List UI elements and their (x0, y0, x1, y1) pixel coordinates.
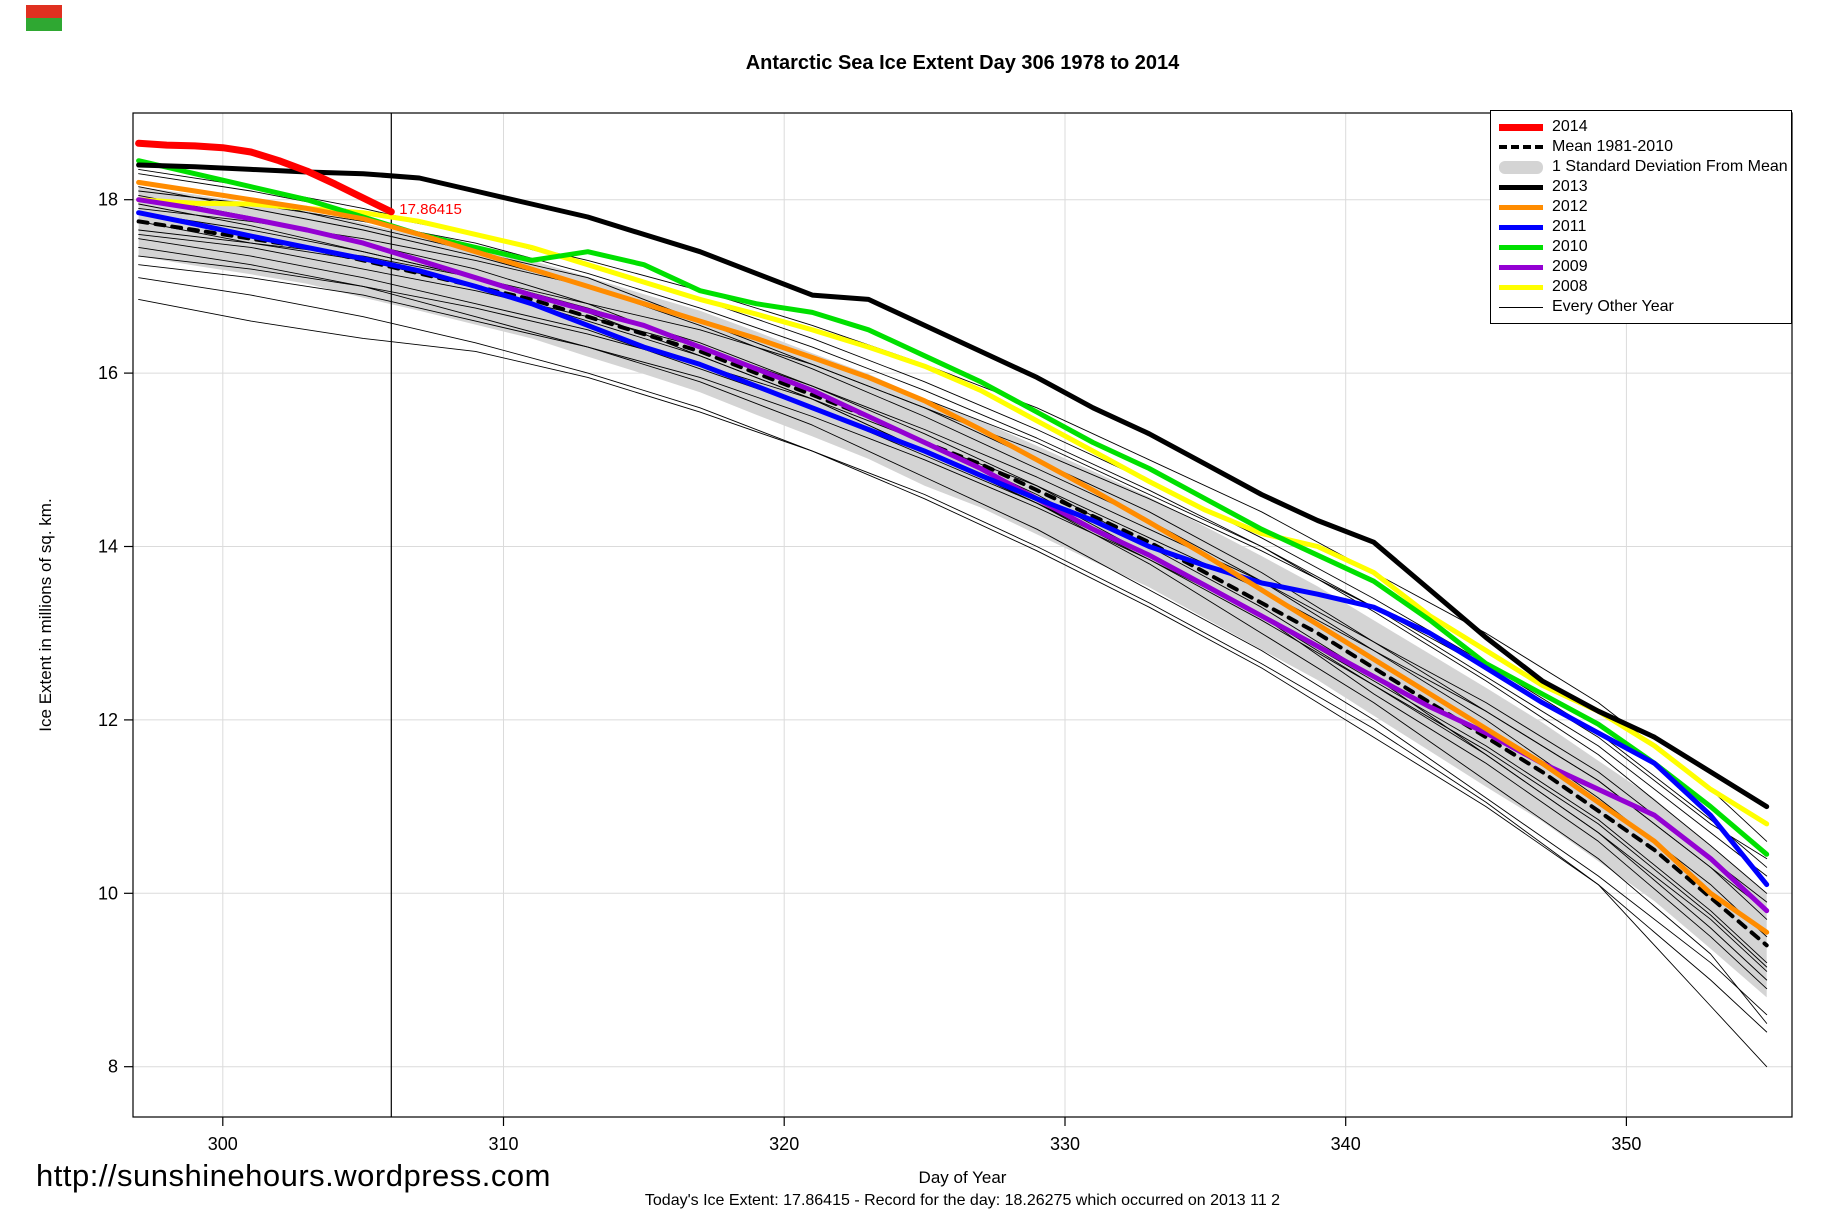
series-2011-line (136, 210, 1770, 888)
line-swatch-icon (1499, 123, 1543, 131)
legend-label: Every Other Year (1552, 298, 1674, 315)
legend-item-1-standard-deviation-from-mean: 1 Standard Deviation From Mean (1499, 157, 1791, 177)
other-year-line-12 (138, 212, 1768, 981)
line-swatch-icon (1499, 145, 1543, 149)
x-tick-label: 310 (488, 1134, 518, 1154)
legend-item-mean-1981-2010: Mean 1981-2010 (1499, 137, 1791, 157)
line-swatch-icon (1499, 284, 1543, 290)
y-axis-label: Ice Extent in millions of sq. km. (36, 498, 55, 732)
band-swatch-icon (1499, 160, 1543, 174)
series-2009-line (136, 197, 1770, 914)
series-2013-line (136, 162, 1770, 810)
line-swatch-icon (1499, 224, 1543, 230)
y-tick-label: 18 (98, 190, 118, 210)
current-value-annotation: 17.86415 (399, 201, 462, 219)
legend-item-2012: 2012 (1499, 197, 1791, 217)
legend-item-every-other-year: Every Other Year (1499, 297, 1791, 317)
other-year-line-13 (138, 277, 1768, 1033)
other-year-line-10 (138, 186, 1768, 938)
other-year-line-2 (138, 207, 1768, 877)
legend-item-2013: 2013 (1499, 177, 1791, 197)
legend-band-swatch (1499, 160, 1543, 174)
legend-line-swatch (1499, 306, 1543, 308)
other-year-line-14 (138, 298, 1768, 1068)
legend-line-swatch (1499, 244, 1543, 250)
x-tick-label: 320 (769, 1134, 799, 1154)
line-swatch-icon (1499, 244, 1543, 250)
std-dev-band (138, 186, 1767, 998)
legend-line-swatch (1499, 145, 1543, 149)
legend-line-swatch (1499, 284, 1543, 290)
legend-label: 2010 (1552, 238, 1588, 255)
legend-box: 2014 Mean 1981-2010 1 Standard Deviation F… (1490, 110, 1792, 324)
chart-title: Antarctic Sea Ice Extent Day 306 1978 to… (745, 52, 1180, 74)
x-tick-label: 330 (1050, 1134, 1080, 1154)
line-swatch-icon (1499, 184, 1543, 190)
series-2008-line (136, 197, 1770, 827)
other-year-line-11 (138, 255, 1768, 912)
legend-label: 2013 (1552, 178, 1588, 195)
corner-artifact-green (26, 18, 62, 31)
legend-item-2009: 2009 (1499, 257, 1791, 277)
x-tick-label: 340 (1331, 1134, 1361, 1154)
legend-line-swatch (1499, 204, 1543, 210)
series-2014-line (135, 139, 395, 216)
source-url-text: http://sunshinehours.wordpress.com (36, 1158, 551, 1193)
x-axis-label: Day of Year (918, 1168, 1007, 1187)
y-tick-label: 12 (98, 710, 118, 730)
legend-item-2011: 2011 (1499, 217, 1791, 237)
plot-border (132, 112, 1793, 1118)
legend-line-swatch (1499, 264, 1543, 270)
legend-item-2014: 2014 (1499, 117, 1791, 137)
legend-item-2010: 2010 (1499, 237, 1791, 257)
legend-label: 2014 (1552, 118, 1588, 135)
legend-line-swatch (1499, 184, 1543, 190)
line-swatch-icon (1499, 306, 1543, 308)
legend-line-swatch (1499, 224, 1543, 230)
legend-label: 2009 (1552, 258, 1588, 275)
x-tick-label: 350 (1611, 1134, 1641, 1154)
legend-label: 2008 (1552, 278, 1588, 295)
other-year-line-7 (138, 264, 1768, 964)
y-tick-label: 14 (98, 537, 118, 557)
other-year-line-17 (138, 238, 1768, 968)
other-year-line-5 (138, 246, 1768, 1016)
y-tick-label: 10 (98, 883, 118, 903)
corner-artifact-red (26, 5, 62, 18)
line-swatch-icon (1499, 204, 1543, 210)
other-year-line-4 (138, 233, 1768, 903)
legend-label: 2012 (1552, 198, 1588, 215)
legend-label: 1 Standard Deviation From Mean (1552, 158, 1788, 175)
series-2012-line (136, 179, 1770, 935)
y-tick-label: 16 (98, 363, 118, 383)
legend-line-swatch (1499, 123, 1543, 131)
x-tick-label: 300 (208, 1134, 238, 1154)
legend-label: 2011 (1552, 218, 1587, 235)
legend-item-2008: 2008 (1499, 277, 1791, 297)
line-swatch-icon (1499, 264, 1543, 270)
y-tick-label: 8 (108, 1057, 118, 1077)
legend-label: Mean 1981-2010 (1552, 138, 1673, 155)
footnote-text: Today's Ice Extent: 17.86415 - Record fo… (644, 1192, 1281, 1209)
